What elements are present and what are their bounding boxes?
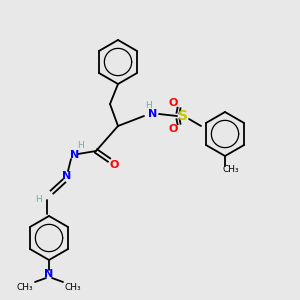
- Text: H: H: [36, 194, 42, 203]
- Text: CH₃: CH₃: [17, 284, 33, 292]
- Text: N: N: [70, 150, 80, 160]
- Text: H: H: [76, 142, 83, 151]
- Text: CH₃: CH₃: [65, 284, 81, 292]
- Text: N: N: [44, 269, 54, 279]
- Text: N: N: [62, 171, 72, 181]
- Text: N: N: [148, 109, 158, 119]
- Text: S: S: [178, 109, 188, 123]
- Text: O: O: [168, 98, 178, 108]
- Text: H: H: [146, 101, 152, 110]
- Text: O: O: [109, 160, 119, 170]
- Text: O: O: [168, 124, 178, 134]
- Text: CH₃: CH₃: [223, 166, 239, 175]
